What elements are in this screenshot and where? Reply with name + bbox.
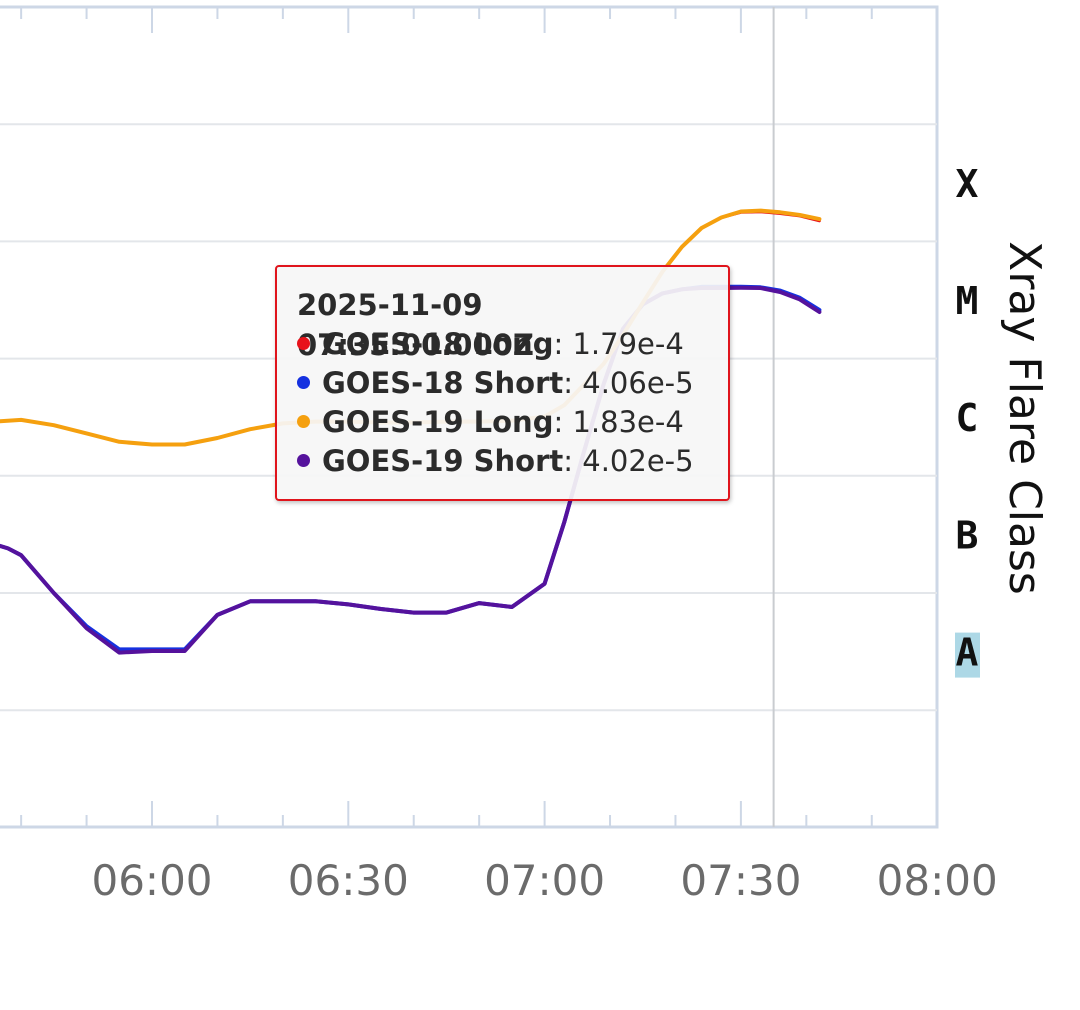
flare-class-x: X [956, 162, 979, 206]
flare-class-labels: X M C B A [955, 162, 980, 678]
axis-ticks [20, 7, 873, 827]
legend-dot-icon [297, 336, 310, 350]
class-highlight [955, 632, 980, 678]
flare-class-c: C [956, 396, 979, 440]
tooltip-row-goes18-short: GOES-18 Short: 4.06e-5 [297, 364, 728, 403]
flare-class-m: M [956, 279, 979, 323]
tooltip-row-goes19-long: GOES-19 Long: 1.83e-4 [297, 403, 728, 442]
flare-class-a: A [956, 631, 979, 675]
y-axis-title: Xray Flare Class [999, 241, 1050, 595]
legend-dot-icon [297, 453, 310, 467]
tooltip-row-goes19-short: GOES-19 Short: 4.02e-5 [297, 442, 728, 481]
flare-class-b: B [956, 513, 979, 557]
legend-dot-icon [297, 414, 310, 428]
hover-tooltip: 2025-11-09 07:35:00.000Z GOES-18 Long: 1… [275, 265, 730, 501]
legend-dot-icon [297, 375, 310, 389]
x-tick-label: 06:00 [91, 856, 212, 905]
x-tick-label: 06:30 [288, 856, 409, 905]
tooltip-timestamp: 2025-11-09 07:35:00.000Z [297, 288, 534, 362]
x-tick-label: 08:00 [877, 856, 998, 905]
x-tick-label: 07:30 [680, 856, 801, 905]
tooltip-row-goes18-long: GOES-18 Long: 1.79e-4 [297, 325, 728, 364]
x-tick-label: 07:00 [484, 856, 605, 905]
plot-area [0, 5, 939, 829]
